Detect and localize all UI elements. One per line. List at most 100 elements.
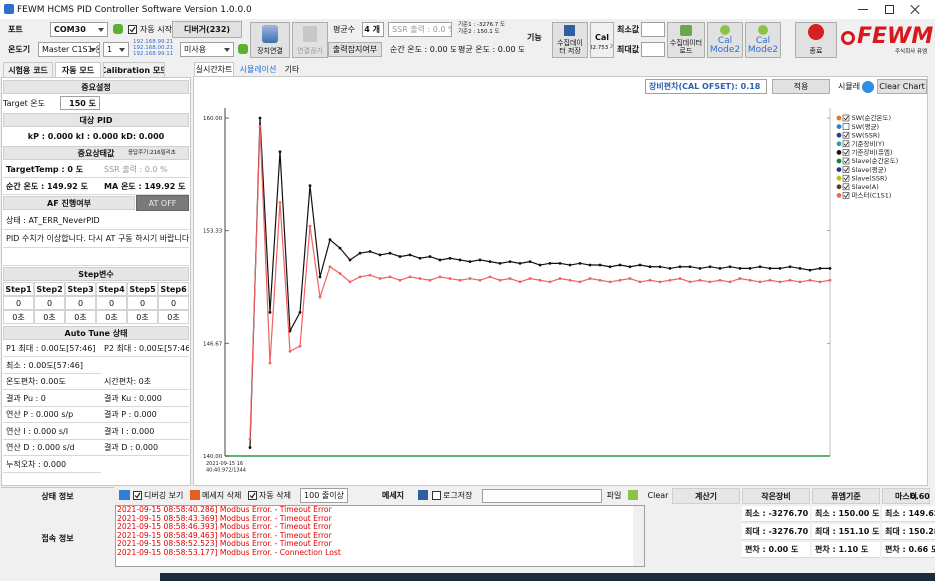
- data-point: [398, 255, 402, 258]
- legend-check: [843, 158, 849, 164]
- checkbox[interactable]: [128, 25, 137, 34]
- data-point: [668, 267, 672, 270]
- debug-view[interactable]: 디버깅 보기: [144, 491, 184, 500]
- instant-temp: 순간 온도 : 0.00 도: [390, 45, 456, 54]
- section-header: 중요설정: [3, 80, 189, 94]
- file-path[interactable]: [482, 489, 602, 503]
- data-point: [398, 278, 402, 282]
- clear-chart-button[interactable]: Clear Chart: [877, 79, 927, 94]
- chart-tab[interactable]: 기타: [284, 64, 300, 74]
- step-cell: 0초: [65, 310, 96, 324]
- autotune-value: 누적오차 : 0.000: [3, 456, 101, 473]
- cal-offset[interactable]: 장비편차(CAL OFSET): 0.18: [645, 79, 767, 94]
- unused-combo[interactable]: 미사용: [180, 42, 234, 57]
- legend-swatch: [836, 193, 842, 198]
- data-point: [808, 268, 812, 272]
- data-point: [578, 261, 582, 265]
- connect-icon: [262, 25, 278, 43]
- legend-check: [843, 132, 849, 138]
- mode-tab[interactable]: 자동 모드: [55, 62, 101, 77]
- calculator-clear[interactable]: Clear: [647, 491, 669, 500]
- legend-check: [843, 115, 849, 121]
- device-combo[interactable]: Master C1S1 온: [38, 42, 100, 57]
- reference-1: 기준1 : -3276.7 도: [458, 21, 506, 28]
- checkbox[interactable]: [248, 491, 257, 500]
- mode-tab[interactable]: Calibration 모드: [103, 62, 165, 77]
- chart-tab[interactable]: 시뮬레이션: [239, 64, 277, 74]
- data-point: [618, 263, 622, 267]
- data-point: [348, 258, 352, 262]
- calculator-title: 계산기: [672, 488, 740, 504]
- sort-icon: [628, 490, 638, 500]
- legend-check: [843, 184, 849, 190]
- data-point: [468, 260, 472, 264]
- ip-address: 192.168.99.11: [133, 51, 174, 57]
- legend-label: 마스터(C1S1): [852, 191, 892, 200]
- cal-frame: [590, 22, 614, 58]
- section-header: Auto Tune 상태: [3, 326, 189, 340]
- log-line: 2021-09-15 08:58:46.393] Modbus Error. -…: [117, 523, 332, 532]
- data-point: [658, 265, 662, 269]
- step-header: Step3: [65, 282, 96, 296]
- data-point: [788, 278, 792, 282]
- debugger-button[interactable]: 디버거(232): [172, 21, 242, 38]
- data-point: [758, 280, 762, 284]
- apply-button[interactable]: 적용: [772, 79, 830, 94]
- chart-tab[interactable]: 실시간차트: [194, 62, 234, 76]
- auto-delete[interactable]: 자동 삭제: [259, 491, 291, 500]
- min-field[interactable]: [641, 22, 665, 37]
- data-point: [518, 280, 522, 284]
- data-point: [438, 275, 442, 279]
- data-point: [308, 224, 312, 228]
- legend-label: Slave(순간온도): [852, 156, 899, 165]
- legend-label: 기준장비(Y): [852, 139, 885, 148]
- data-point: [268, 310, 272, 314]
- max-field[interactable]: [641, 42, 665, 57]
- checkbox[interactable]: [432, 491, 441, 500]
- x-tick-label: 2021-09-15 16: [206, 461, 243, 467]
- data-point: [338, 272, 342, 275]
- title-bar: [0, 0, 935, 19]
- data-point: [628, 265, 632, 269]
- step-cell: 0초: [34, 310, 65, 324]
- ip-address: 192.168.99.21: [133, 39, 174, 45]
- minimize-button[interactable]: [858, 9, 868, 10]
- legend-checkbox: [842, 166, 850, 173]
- target-label: Target 온도: [3, 98, 46, 108]
- log-save[interactable]: 로그저장: [443, 491, 473, 500]
- refresh-icon: [862, 81, 874, 93]
- target-temp: TargetTemp : 0 도: [3, 162, 101, 178]
- data-point: [768, 278, 772, 282]
- mode-tab[interactable]: 시험용 코드: [3, 62, 53, 77]
- data-point: [748, 278, 752, 282]
- maximize-button[interactable]: [885, 5, 894, 14]
- file-button[interactable]: 파일: [606, 491, 622, 500]
- master-value: 0.60: [910, 491, 930, 501]
- data-point: [488, 260, 492, 264]
- data-point: [678, 265, 682, 269]
- step-header: Step2: [34, 282, 65, 296]
- port-combo[interactable]: COM30: [50, 22, 108, 37]
- cal-button[interactable]: Cal: [594, 32, 609, 42]
- step-cell: 0초: [96, 310, 127, 324]
- data-point: [328, 238, 332, 242]
- legend-swatch: [836, 115, 842, 121]
- status-info: 상태 정보: [41, 491, 74, 501]
- avg-count[interactable]: 4 개: [362, 22, 384, 37]
- step-cell: 0: [96, 296, 127, 310]
- data-point: [388, 251, 392, 255]
- line-limit[interactable]: 100 줄이상: [300, 488, 348, 503]
- output-check-button[interactable]: 출력잡지여부: [328, 42, 382, 57]
- channel-combo[interactable]: 1: [103, 42, 129, 57]
- checkbox[interactable]: [133, 491, 142, 500]
- data-point: [378, 277, 382, 280]
- autotune-value: P1 최대 : 0.00도[57:46]: [3, 341, 101, 357]
- at-button[interactable]: AT OFF: [136, 195, 189, 211]
- target-value[interactable]: 150 도: [60, 96, 100, 110]
- data-point: [708, 280, 712, 284]
- delete-message[interactable]: 메세지 삭제: [202, 491, 242, 500]
- data-point: [408, 275, 412, 279]
- plug-icon: [238, 44, 248, 54]
- ssr-status: SSR 출력 : 0.0 %: [101, 162, 189, 178]
